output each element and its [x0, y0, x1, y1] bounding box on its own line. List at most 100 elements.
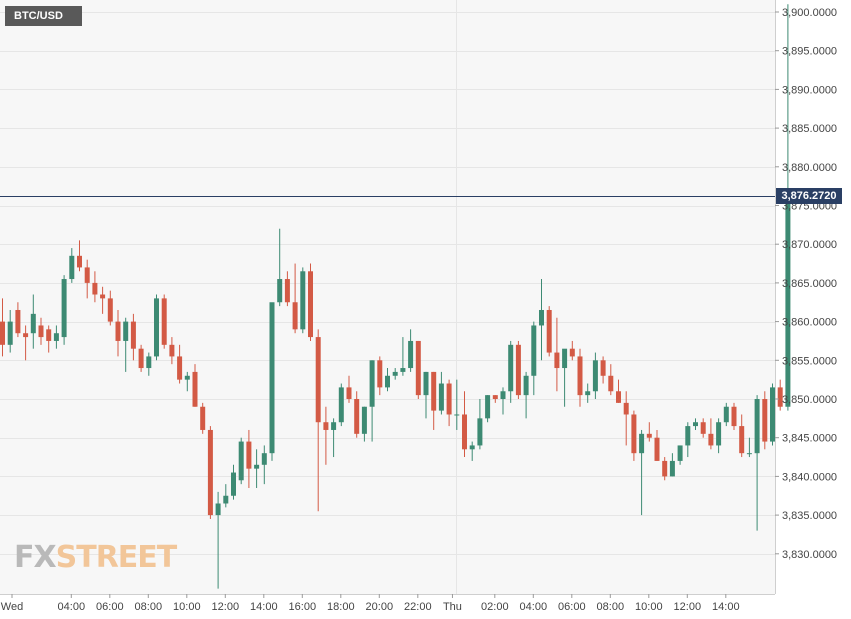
candle-down	[631, 414, 637, 454]
candle-down	[115, 321, 121, 341]
y-tick-label: 3,885.0000	[782, 123, 837, 135]
y-tick-label: 3,830.0000	[782, 549, 837, 561]
candle-down	[292, 302, 298, 330]
candle-up	[585, 391, 591, 396]
candle-up	[754, 399, 760, 454]
x-tick-label: 14:00	[712, 601, 740, 613]
candle-down	[38, 325, 44, 338]
x-tick-label: Wed	[1, 601, 23, 613]
candle-up	[562, 348, 568, 369]
candle-up	[238, 441, 244, 481]
candle-down	[662, 460, 668, 477]
candle-down	[377, 360, 383, 388]
y-tick-label: 3,840.0000	[782, 471, 837, 483]
candle-down	[346, 387, 352, 399]
candle-down	[708, 433, 714, 446]
candle-down	[554, 352, 560, 369]
candle-down	[431, 371, 437, 411]
x-tick-label: 10:00	[173, 601, 201, 613]
candle-up	[508, 344, 514, 392]
candle-up	[716, 422, 722, 446]
y-tick-label: 3,850.0000	[782, 394, 837, 406]
x-tick-label: 12:00	[674, 601, 702, 613]
candle-up	[123, 321, 129, 341]
candle-down	[246, 441, 252, 469]
candle-up	[438, 383, 444, 411]
candle-down	[161, 298, 167, 345]
candle-up	[770, 387, 775, 442]
candle-down	[46, 329, 52, 341]
logo-fx-text: FX	[14, 540, 57, 575]
candle-down	[569, 348, 575, 357]
candle-down	[192, 371, 198, 407]
candle-up	[184, 375, 190, 380]
candle-down	[446, 383, 452, 415]
y-tick-label: 3,890.0000	[782, 84, 837, 96]
candle-down	[200, 406, 206, 430]
candle-up	[154, 298, 159, 357]
candle-down	[762, 399, 768, 442]
y-tick-label: 3,855.0000	[782, 355, 837, 367]
candle-up	[400, 368, 406, 372]
candle-down	[415, 340, 421, 396]
x-tick-label: 06:00	[558, 601, 586, 613]
candle-up	[223, 495, 229, 504]
x-tick-label: 14:00	[250, 601, 278, 613]
candle-down	[207, 429, 213, 516]
candle-down	[92, 282, 98, 295]
candle-down	[515, 344, 521, 396]
y-tick-label: 3,860.0000	[782, 317, 837, 329]
y-tick-label: 3,865.0000	[782, 278, 837, 290]
candle-up	[669, 460, 675, 477]
symbol-badge: BTC/USD	[5, 6, 82, 26]
candle-down	[177, 356, 183, 380]
candle-up	[261, 453, 267, 465]
candle-up	[146, 356, 152, 369]
candle-down	[308, 271, 313, 338]
candle-down	[731, 406, 737, 427]
candle-up	[469, 445, 475, 450]
x-tick-label: 04:00	[520, 601, 548, 613]
fxstreet-logo: FXSTREET	[14, 540, 177, 575]
candle-up	[539, 309, 544, 326]
y-tick-label: 3,835.0000	[782, 510, 837, 522]
candle-up	[685, 426, 691, 446]
candle-down	[354, 399, 360, 434]
candle-up	[723, 406, 729, 423]
candle-up	[300, 271, 306, 330]
x-tick-label: 08:00	[597, 601, 625, 613]
candle-down	[616, 391, 621, 403]
candle-down	[608, 375, 614, 392]
candle-down	[138, 348, 144, 369]
candle-up	[639, 433, 645, 454]
candle-down	[546, 309, 552, 353]
x-tick-label: Thu	[443, 601, 462, 613]
candle-up	[69, 255, 75, 280]
candle-up	[30, 313, 36, 334]
candle-down	[700, 422, 706, 434]
chart-plot-area[interactable]	[0, 0, 775, 594]
candle-up	[454, 414, 460, 416]
x-tick-label: 20:00	[366, 601, 394, 613]
y-tick-label: 3,880.0000	[782, 162, 837, 174]
candle-up	[369, 360, 375, 407]
candle-up	[215, 503, 221, 516]
candle-up	[408, 340, 414, 369]
candle-down	[577, 356, 583, 396]
x-tick-label: 22:00	[404, 601, 432, 613]
candle-down	[107, 298, 113, 322]
candle-down	[130, 321, 136, 349]
candle-down	[654, 437, 660, 461]
candle-up	[477, 418, 483, 446]
candle-up	[277, 279, 283, 303]
candle-down	[739, 426, 745, 454]
candle-up	[331, 422, 337, 430]
candle-down	[600, 360, 606, 376]
candle-up	[523, 375, 529, 396]
candle-up	[385, 375, 390, 388]
candle-up	[485, 395, 491, 419]
x-tick-label: 02:00	[481, 601, 509, 613]
candle-down	[315, 337, 321, 423]
x-tick-label: 10:00	[635, 601, 663, 613]
